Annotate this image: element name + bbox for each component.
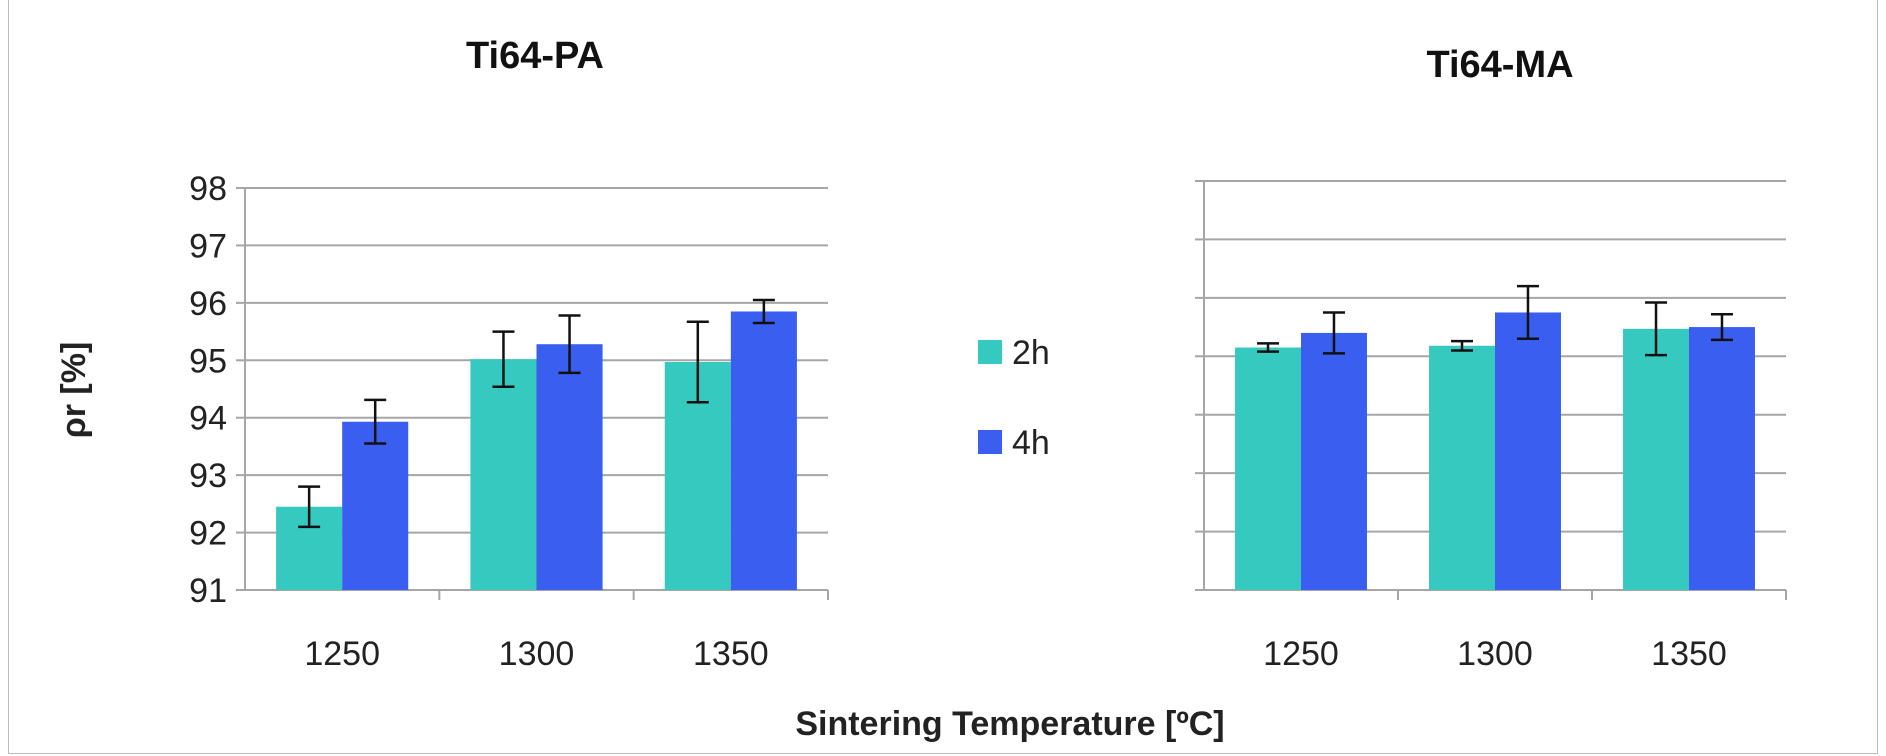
y-tick-label: 93 — [189, 457, 227, 495]
bar-4h-1300 — [536, 344, 603, 590]
bar-4h-1350 — [1689, 327, 1755, 590]
y-tick-label: 94 — [189, 400, 227, 438]
x-tick-label: 1250 — [304, 635, 380, 673]
x-tick-label: 1300 — [1457, 635, 1533, 673]
error-bar-2h-1300 — [492, 330, 515, 388]
x-tick-label: 1350 — [1651, 635, 1727, 673]
bar-4h-1350 — [730, 311, 797, 590]
error-bar-2h-1350 — [686, 320, 709, 404]
error-bar-4h-1250 — [364, 398, 387, 445]
x-tick-label: 1350 — [693, 635, 769, 673]
bar-2h-1300 — [1429, 345, 1495, 590]
bar-4h-1250 — [342, 421, 409, 590]
chart-ti64-ma: Ti64-MA 1250 1300 1350 — [1195, 44, 1787, 673]
error-bar-4h-1250 — [1322, 311, 1345, 355]
error-bar-2h-1300 — [1451, 339, 1474, 352]
bar-2h-1350 — [1623, 328, 1689, 590]
x-tick-label: 1250 — [1263, 635, 1339, 673]
y-tick-label: 96 — [189, 285, 227, 323]
error-bar-4h-1300 — [1516, 284, 1539, 341]
x-tick-label: 1300 — [499, 635, 575, 673]
bar-2h-1300 — [470, 359, 537, 590]
legend-label-4h: 4h — [1012, 424, 1050, 462]
chart-ti64-pa: Ti64-PA 91 92 93 94 95 96 97 98 1250 1300 1350 — [189, 35, 829, 673]
error-bar-4h-1350 — [752, 298, 775, 325]
error-bar-2h-1350 — [1645, 301, 1668, 357]
x-axis-label: Sintering Temperature [ºC] — [795, 705, 1224, 743]
y-tick-label: 91 — [189, 572, 227, 610]
chart-title-ti64-ma: Ti64-MA — [1426, 44, 1573, 86]
y-axis-label: ρr [%] — [55, 342, 93, 439]
legend-label-2h: 2h — [1012, 334, 1050, 372]
y-tick-label: 97 — [189, 227, 227, 265]
y-tick-label: 92 — [189, 515, 227, 553]
error-bar-2h-1250 — [298, 485, 321, 529]
y-tick-label: 95 — [189, 342, 227, 380]
legend-swatch-4h — [978, 430, 1002, 454]
legend-swatch-2h — [978, 340, 1002, 364]
chart-title-ti64-pa: Ti64-PA — [466, 35, 604, 77]
figure-frame — [8, 0, 1878, 754]
y-tick-label: 98 — [189, 170, 227, 208]
bar-4h-1250 — [1301, 332, 1367, 590]
error-bar-2h-1250 — [1257, 342, 1280, 353]
error-bar-4h-1350 — [1710, 312, 1733, 342]
bar-2h-1250 — [1235, 347, 1301, 590]
legend: 2h 4h — [978, 334, 1050, 462]
error-bar-4h-1300 — [558, 314, 581, 375]
bar-4h-1300 — [1495, 312, 1561, 590]
